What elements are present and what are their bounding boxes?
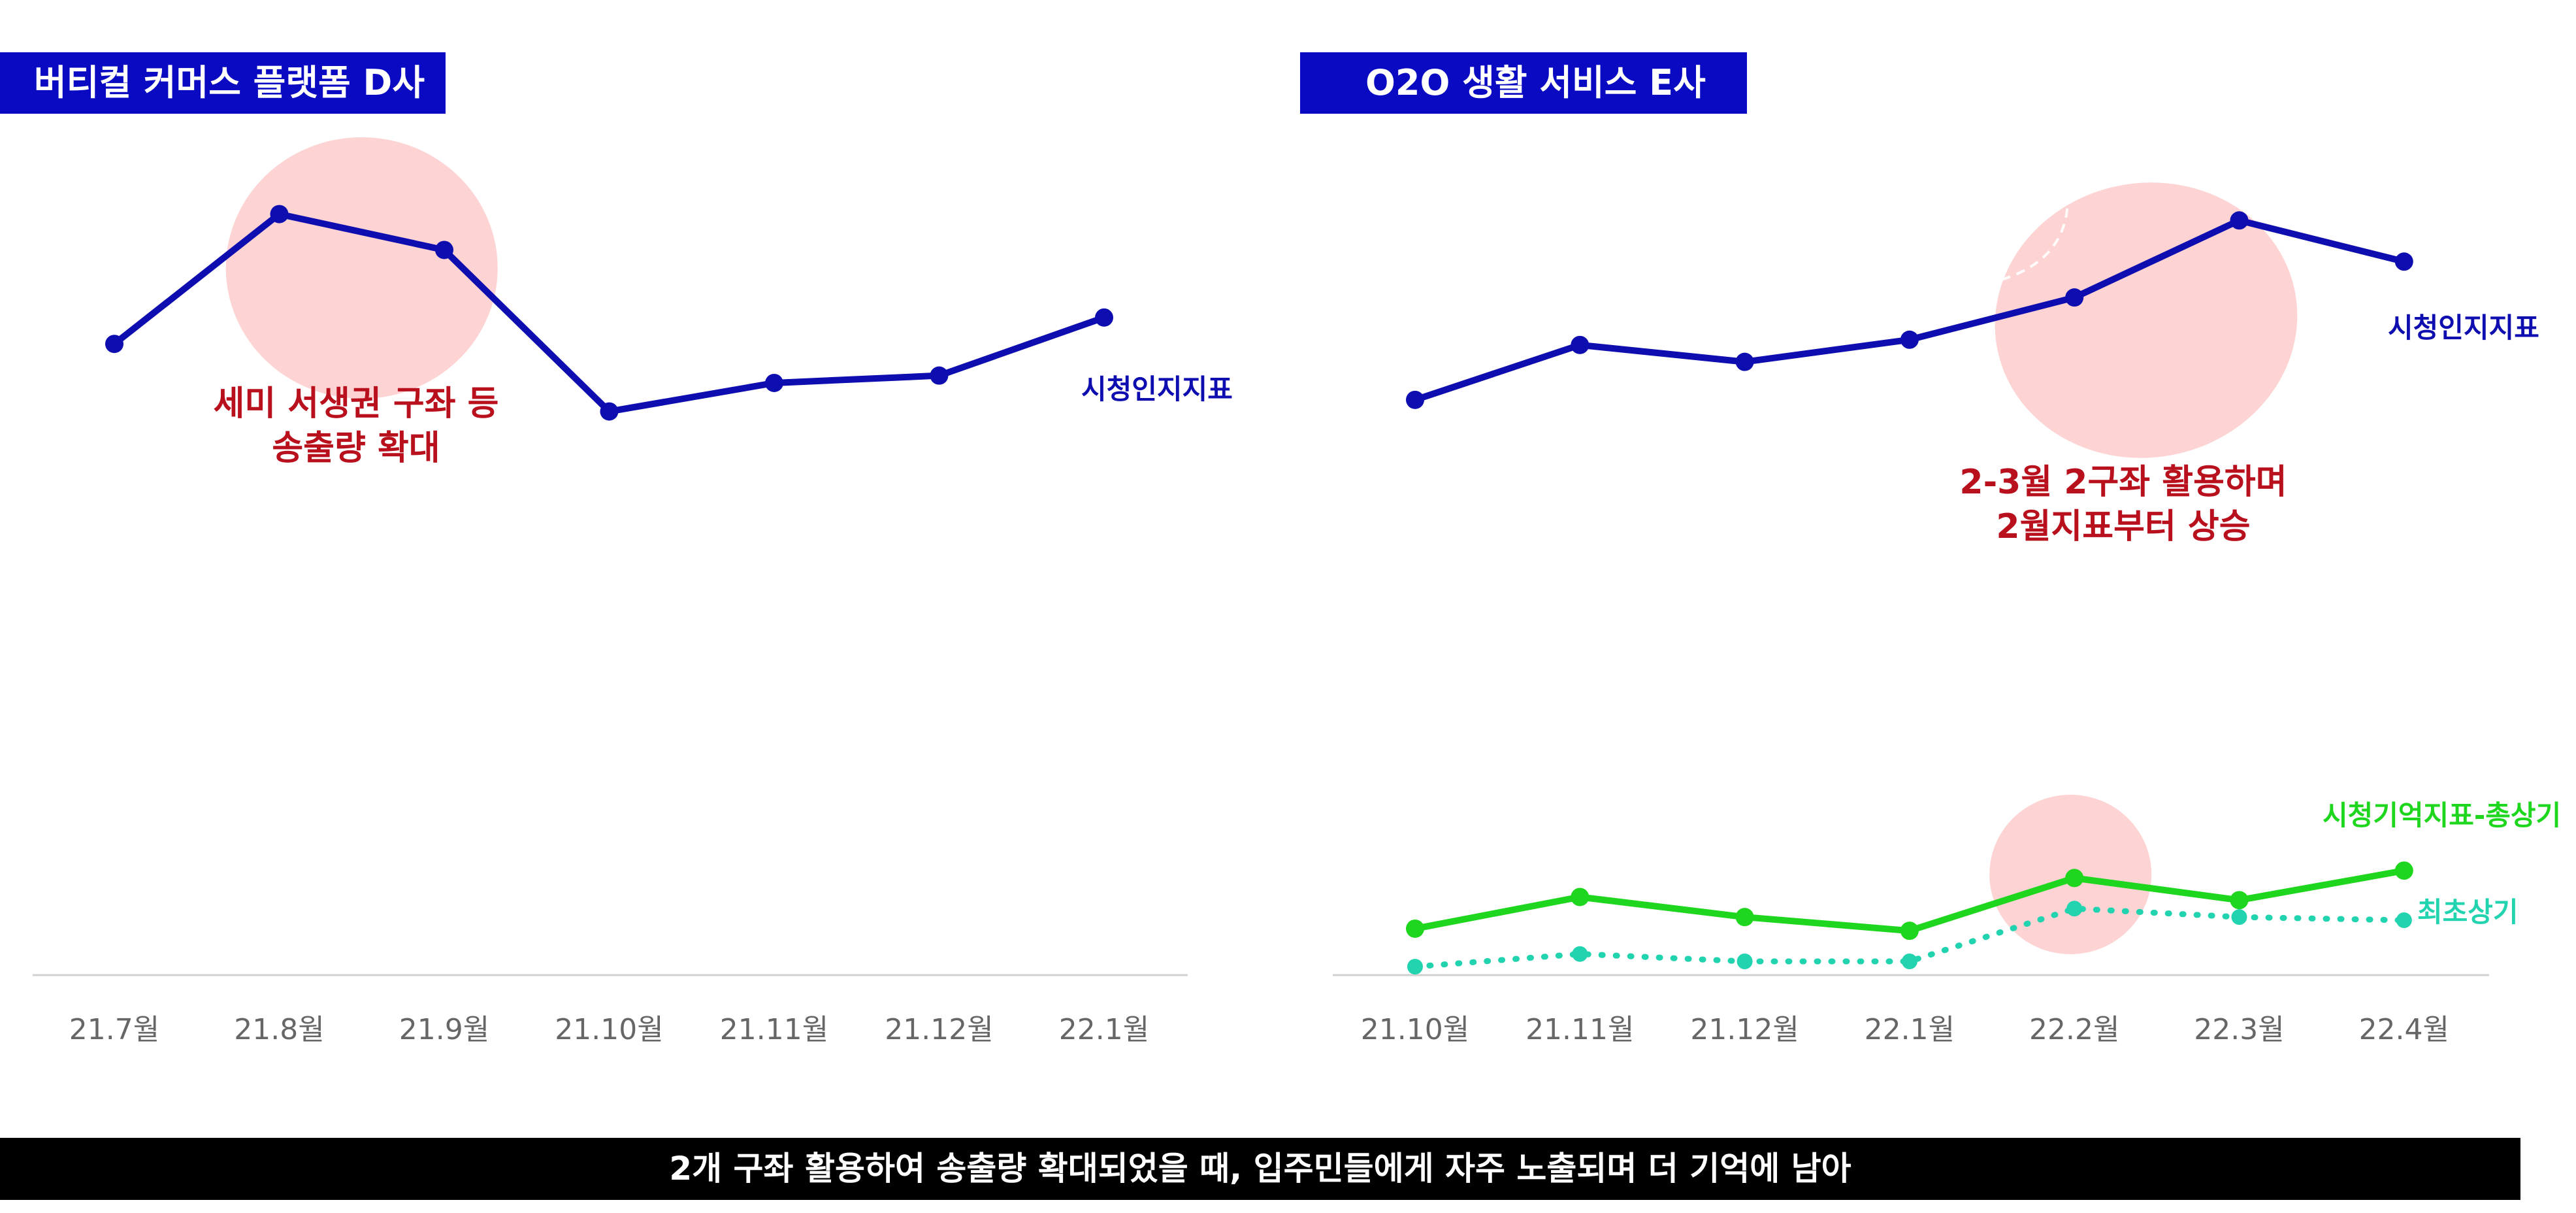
- charts-canvas: 21.7월 21.8월 21.9월 21.10월 21.11월 21.12월 22.1월 시청…: [33, 137, 2561, 1046]
- x-tick-label: 21.11월: [1525, 1013, 1634, 1046]
- x-tick-label: 21.8월: [234, 1013, 324, 1046]
- data-point: [2065, 288, 2084, 307]
- series-label: 시청인지지표: [2388, 312, 2539, 344]
- data-point: [2394, 861, 2413, 880]
- data-point: [2230, 211, 2249, 230]
- data-point: [2231, 909, 2247, 925]
- data-point: [2394, 252, 2413, 271]
- data-point: [270, 205, 289, 224]
- data-point: [2065, 869, 2084, 888]
- data-point: [1901, 954, 1917, 970]
- data-point: [105, 335, 123, 354]
- x-tick-label: 21.10월: [1361, 1013, 1469, 1046]
- data-point: [2066, 901, 2083, 917]
- data-point: [1735, 352, 1754, 371]
- data-point: [600, 402, 619, 421]
- data-point: [435, 241, 453, 259]
- data-point: [1900, 330, 1919, 349]
- data-point: [2396, 912, 2412, 929]
- x-tick-label: 21.11월: [720, 1013, 828, 1046]
- annotation-text: 2-3월 2구좌 활용하며: [1959, 463, 2287, 502]
- highlight-arrow-mark: [1963, 192, 2070, 289]
- data-point: [1571, 888, 1590, 906]
- annotation-text: 2월지표부터 상승: [1996, 507, 2250, 546]
- x-tick-label: 21.7월: [69, 1013, 159, 1046]
- x-tick-label: 22.2월: [2029, 1013, 2119, 1046]
- x-tick-label: 22.4월: [2359, 1013, 2449, 1046]
- series-label: 시청인지지표: [1081, 373, 1233, 405]
- annotation-text: 세미 서생권 구좌 등: [213, 384, 498, 424]
- data-point: [1406, 919, 1424, 938]
- data-point: [1406, 390, 1424, 409]
- x-tick-label: 21.9월: [399, 1013, 489, 1046]
- highlight-ellipse-right-top: [1995, 182, 2298, 458]
- x-tick-label: 22.1월: [1059, 1013, 1149, 1046]
- data-point: [1407, 959, 1423, 975]
- data-point: [2230, 891, 2249, 910]
- data-point: [1900, 922, 1919, 940]
- data-point: [1736, 954, 1753, 970]
- footer-banner: 2개 구좌 활용하여 송출량 확대되었을 때, 입주민들에게 자주 노출되며 더…: [0, 1138, 2520, 1200]
- x-tick-label: 22.1월: [1865, 1013, 1955, 1046]
- x-tick-label: 21.12월: [885, 1013, 993, 1046]
- data-point: [1095, 308, 1113, 327]
- series-label: 최초상기: [2417, 896, 2519, 928]
- series-label: 시청기억지표-총상기: [2323, 799, 2561, 831]
- data-point: [765, 373, 783, 392]
- x-tick-label: 21.10월: [555, 1013, 663, 1046]
- chart-title-left: 버티컬 커머스 플랫폼 D사: [0, 52, 446, 114]
- x-tick-label: 22.3월: [2194, 1013, 2284, 1046]
- highlight-ellipse-left: [225, 137, 498, 399]
- x-tick-label: 21.12월: [1690, 1013, 1799, 1046]
- chart-title-right: O2O 생활 서비스 E사: [1300, 52, 1747, 114]
- data-point: [930, 366, 949, 385]
- data-point: [1572, 946, 1588, 962]
- data-point: [1735, 908, 1754, 927]
- data-point: [1571, 335, 1590, 354]
- annotation-text: 송출량 확대: [272, 429, 440, 468]
